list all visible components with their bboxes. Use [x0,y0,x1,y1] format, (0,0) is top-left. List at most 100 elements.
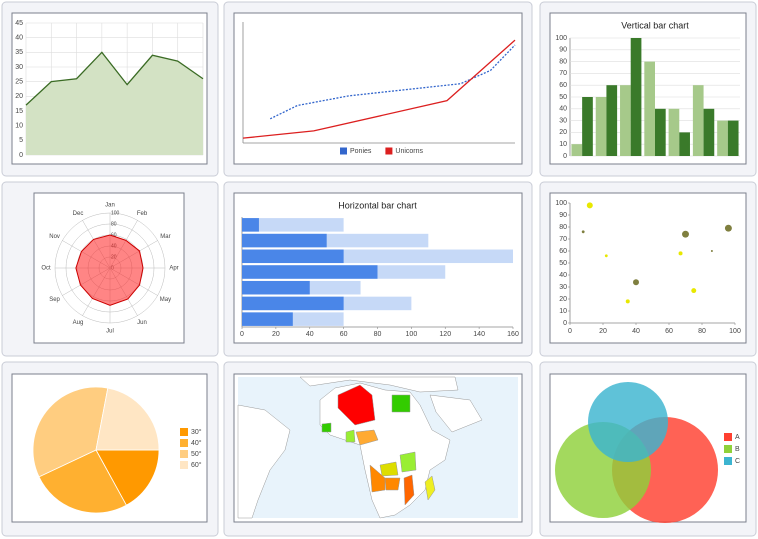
bar [727,120,739,156]
legend-swatch [385,147,393,155]
europe [299,376,459,393]
bubble [710,250,713,252]
legend-swatch [180,461,188,469]
legend-swatch [180,450,188,458]
bubble [633,279,639,286]
line [242,39,516,139]
x-tick-label: 60 [665,328,673,335]
legend-label: B [735,446,740,453]
bubble [724,224,732,232]
category-label: Nov [49,234,60,240]
x-tick-label: 0 [568,328,572,335]
bar [655,108,666,156]
x-tick-label: 100 [406,331,418,338]
y-tick-label: 70 [559,236,567,243]
line [269,44,516,120]
x-tick-label: 40 [632,328,640,335]
legend-swatch [340,147,347,155]
x-tick-label: 100 [729,328,741,335]
y-tick-label: 60 [559,82,567,89]
bubble [586,202,593,209]
y-tick-label: 80 [559,58,567,65]
legend-label: A [735,434,740,441]
category-label: Mar [160,234,170,240]
x-tick-label: 20 [272,331,280,338]
bubble [625,299,630,304]
y-tick-label: 10 [15,123,23,130]
legend-label: Ponies [350,148,372,155]
category-label: Jun [137,320,147,326]
x-tick-label: 80 [698,328,706,335]
bar [644,61,655,156]
x-tick-label: 0 [240,331,244,338]
chart-frame [233,12,523,165]
bar [242,296,344,311]
bar [679,132,690,156]
r-tick-label: 100 [111,210,120,216]
category-label: Apr [169,266,178,272]
country [384,477,401,491]
bubble [678,251,683,256]
y-tick-label: 80 [559,224,567,231]
arabia [429,394,483,433]
y-tick-label: 0 [563,153,567,160]
category-label: Oct [41,266,51,272]
chart-title: Vertical bar chart [621,20,689,30]
chart-frame [549,192,747,344]
x-tick-label: 20 [599,328,607,335]
legend-label: 40° [191,439,202,447]
country [337,384,376,426]
y-tick-label: 0 [19,152,23,159]
category-label: Jul [106,329,114,335]
y-tick-label: 0 [563,320,567,327]
y-tick-label: 40 [559,106,567,113]
bar [717,120,728,156]
pie-slice [32,386,109,478]
y-tick-label: 40 [15,35,23,42]
x-tick-label: 120 [439,331,451,338]
pie-slice [95,449,160,506]
y-tick-label: 50 [559,260,567,267]
x-tick-label: 40 [306,331,314,338]
bar [692,85,704,156]
country [391,394,411,413]
bar [242,312,293,326]
radar-area [75,234,144,306]
category-label: Feb [137,211,148,217]
y-tick-label: 40 [559,272,567,279]
y-tick-label: 25 [15,79,23,86]
y-tick-label: 10 [559,141,567,148]
legend-swatch [724,445,732,453]
bubble [691,288,697,294]
country [355,429,379,446]
legend-label: Unicorns [395,148,423,155]
x-tick-label: 140 [473,331,485,338]
area-line [25,51,204,106]
y-tick-label: 45 [15,20,23,27]
legend-swatch [180,439,188,447]
map [237,376,518,519]
x-tick-label: 80 [374,331,382,338]
r-tick-label: 60 [111,232,117,238]
category-label: Jan [105,203,115,209]
y-tick-label: 20 [559,296,567,303]
y-tick-label: 50 [559,94,567,101]
bubble [581,230,585,234]
area-fill [26,52,203,156]
legend-label: 60° [191,461,202,469]
chart-title: Horizontal bar chart [338,200,417,210]
bar [571,144,583,156]
y-tick-label: 10 [559,308,567,315]
bar [606,85,618,156]
bar [620,85,631,156]
bar [595,97,607,156]
bar [242,265,378,279]
venn-circle [588,382,668,462]
legend-label: C [735,458,740,465]
x-tick-label: 160 [507,331,519,338]
bar [242,233,327,248]
bar [582,97,593,156]
country [379,461,399,477]
legend-label: 50° [191,450,202,458]
